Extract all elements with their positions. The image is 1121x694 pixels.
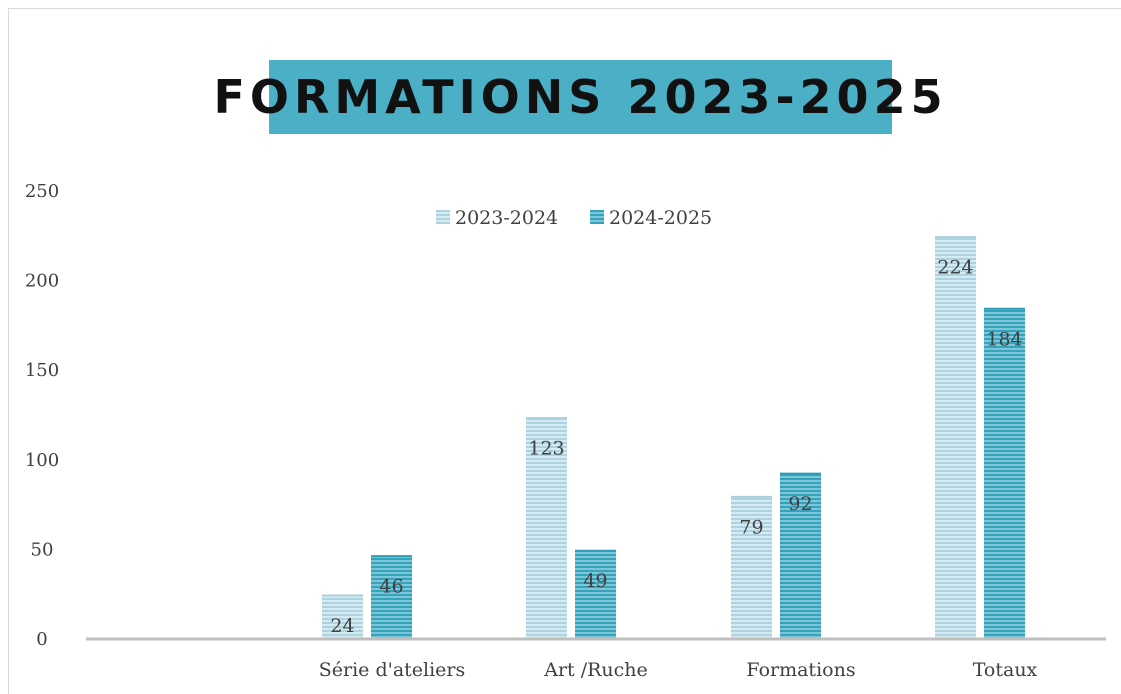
bar [731, 496, 772, 638]
bar [371, 555, 412, 638]
data-label: 49 [583, 570, 607, 592]
y-tick-label: 200 [25, 271, 59, 292]
chart-frame [8, 8, 1121, 694]
x-category-label: Art /Ruche [543, 659, 648, 681]
bar [526, 417, 567, 638]
data-label: 184 [986, 328, 1022, 350]
bar [780, 473, 821, 638]
legend-swatch [436, 210, 450, 224]
bar-series: 24 46 123 49 79 92 224 184 [322, 236, 1025, 639]
y-tick-label: 250 [25, 181, 59, 202]
data-label: 24 [330, 615, 354, 637]
legend-swatch [590, 210, 604, 224]
y-tick-label: 50 [31, 539, 54, 560]
data-label: 46 [379, 576, 403, 598]
bar [935, 236, 976, 639]
x-axis-labels: Série d'ateliers Art /Ruche Formations Tota… [319, 659, 1038, 681]
chart-title: FORMATIONS 2023-2025 [213, 70, 948, 124]
y-axis-ticks: 0 50 100 150 200 250 [25, 181, 59, 650]
x-category-label: Formations [746, 659, 855, 681]
y-tick-label: 100 [25, 450, 59, 471]
data-label: 123 [528, 438, 564, 460]
data-label: 92 [788, 493, 812, 515]
y-tick-label: 0 [36, 629, 47, 650]
bar [575, 550, 616, 638]
legend: 2023-2024 2024-2025 [436, 207, 712, 229]
legend-label: 2023-2024 [455, 207, 558, 229]
bar [984, 308, 1025, 638]
y-tick-label: 150 [25, 360, 59, 381]
data-label: 224 [937, 257, 973, 279]
legend-label: 2024-2025 [609, 207, 712, 229]
x-category-label: Totaux [973, 659, 1038, 681]
data-label: 79 [739, 516, 763, 538]
chart-title-banner: FORMATIONS 2023-2025 [213, 60, 943, 134]
bar [322, 594, 363, 638]
x-category-label: Série d'ateliers [319, 659, 466, 681]
